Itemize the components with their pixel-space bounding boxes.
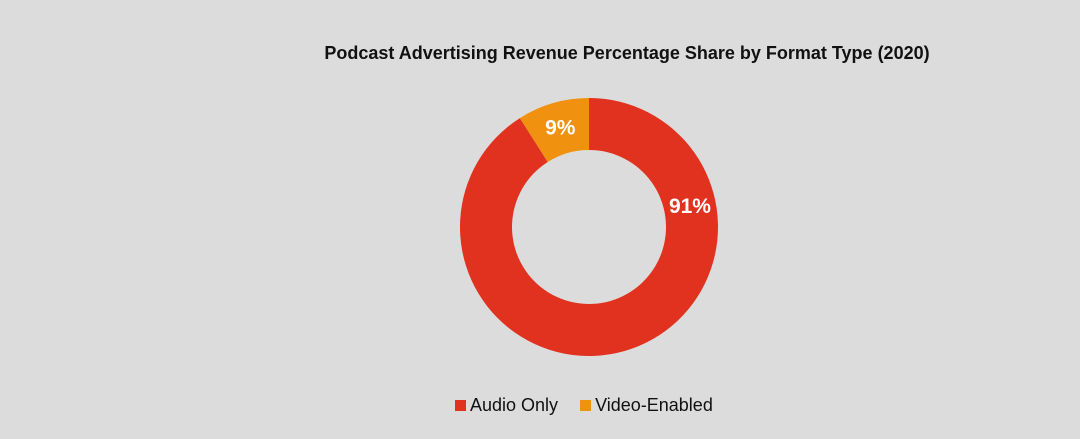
legend-item-video-enabled: Video-Enabled (580, 395, 713, 416)
legend-swatch-video-enabled (580, 399, 592, 411)
chart-legend: Audio Only Video-Enabled (455, 394, 735, 416)
slice-label-audio-only: 91% (669, 195, 711, 218)
legend-label-video-enabled: Video-Enabled (595, 394, 713, 415)
chart-title: Podcast Advertising Revenue Percentage S… (324, 43, 930, 63)
slice-label-video-enabled: 9% (545, 117, 576, 140)
slice-audio-only (459, 98, 718, 356)
legend-item-audio-only: Audio Only (455, 395, 558, 416)
slice-labels: 91% 9% (545, 117, 711, 219)
legend-label-audio-only: Audio Only (470, 394, 559, 415)
donut-slices (459, 98, 718, 356)
legend-swatch-audio-only (455, 399, 466, 411)
slice-video-enabled (519, 98, 589, 162)
